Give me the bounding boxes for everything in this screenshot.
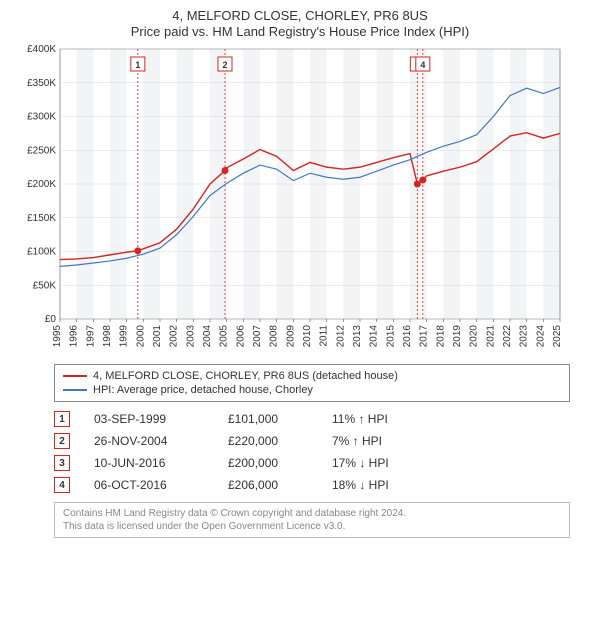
svg-text:2007: 2007 [252,325,263,348]
svg-text:2013: 2013 [352,325,363,348]
svg-text:2024: 2024 [535,325,546,348]
svg-text:2004: 2004 [202,325,213,348]
attribution-box: Contains HM Land Registry data © Crown c… [54,502,570,538]
event-row: 1 03-SEP-1999 £101,000 11% ↑ HPI [54,408,570,430]
event-row: 2 26-NOV-2004 £220,000 7% ↑ HPI [54,430,570,452]
svg-text:1999: 1999 [119,325,130,348]
event-price: £206,000 [228,478,308,492]
event-delta: 11% ↑ HPI [332,412,422,426]
svg-text:£150K: £150K [27,213,56,224]
svg-text:2025: 2025 [552,325,563,348]
attribution-line1: Contains HM Land Registry data © Crown c… [63,507,561,520]
svg-text:2023: 2023 [519,325,530,348]
svg-text:2000: 2000 [135,325,146,348]
svg-text:1: 1 [135,60,140,70]
svg-text:1997: 1997 [85,325,96,348]
svg-text:1998: 1998 [102,325,113,348]
svg-text:2011: 2011 [319,325,330,347]
sale-events-table: 1 03-SEP-1999 £101,000 11% ↑ HPI 2 26-NOV-200… [54,408,570,496]
chart-legend: 4, MELFORD CLOSE, CHORLEY, PR6 8US (deta… [54,364,570,402]
svg-text:2016: 2016 [402,325,413,348]
svg-text:2001: 2001 [152,325,163,348]
event-delta: 17% ↓ HPI [332,456,422,470]
legend-row: 4, MELFORD CLOSE, CHORLEY, PR6 8US (deta… [63,369,561,383]
event-date: 03-SEP-1999 [94,412,204,426]
svg-text:4: 4 [420,60,425,70]
svg-text:2021: 2021 [485,325,496,348]
svg-text:£350K: £350K [27,78,56,89]
svg-text:1996: 1996 [69,325,80,348]
event-date: 06-OCT-2016 [94,478,204,492]
svg-text:£100K: £100K [27,247,56,258]
chart-title-block: 4, MELFORD CLOSE, CHORLEY, PR6 8US Price… [10,8,590,39]
svg-text:1995: 1995 [52,325,63,348]
event-row: 3 10-JUN-2016 £200,000 17% ↓ HPI [54,452,570,474]
event-delta: 18% ↓ HPI [332,478,422,492]
svg-text:£0: £0 [45,314,57,325]
svg-text:2006: 2006 [235,325,246,348]
event-date: 26-NOV-2004 [94,434,204,448]
svg-text:2018: 2018 [435,325,446,348]
event-price: £220,000 [228,434,308,448]
legend-swatch [63,389,87,391]
event-number-badge: 2 [54,433,70,449]
svg-text:£300K: £300K [27,112,56,123]
event-price: £200,000 [228,456,308,470]
svg-text:2009: 2009 [285,325,296,348]
price-chart: £0 £50K £100K £150K £200K £250K £300K £350K £400… [10,43,570,353]
svg-text:£50K: £50K [33,280,57,291]
svg-text:2005: 2005 [219,325,230,348]
svg-text:2003: 2003 [185,325,196,348]
svg-text:2002: 2002 [169,325,180,348]
event-number-badge: 3 [54,455,70,471]
svg-text:£400K: £400K [27,44,56,55]
title-subtitle: Price paid vs. HM Land Registry's House … [10,24,590,39]
event-number-badge: 1 [54,411,70,427]
event-row: 4 06-OCT-2016 £206,000 18% ↓ HPI [54,474,570,496]
legend-swatch [63,375,87,377]
chart-container: £0 £50K £100K £150K £200K £250K £300K £350K £400… [10,43,590,358]
svg-text:2014: 2014 [369,325,380,348]
attribution-line2: This data is licensed under the Open Gov… [63,520,561,533]
svg-text:£250K: £250K [27,145,56,156]
event-delta: 7% ↑ HPI [332,434,422,448]
svg-text:£200K: £200K [27,179,56,190]
title-address: 4, MELFORD CLOSE, CHORLEY, PR6 8US [10,8,590,23]
legend-row: HPI: Average price, detached house, Chor… [63,383,561,397]
legend-label: 4, MELFORD CLOSE, CHORLEY, PR6 8US (deta… [93,370,398,382]
svg-text:2008: 2008 [269,325,280,348]
svg-text:2015: 2015 [385,325,396,348]
event-number-badge: 4 [54,477,70,493]
svg-text:2012: 2012 [335,325,346,348]
svg-text:2019: 2019 [452,325,463,348]
svg-text:2017: 2017 [419,325,430,348]
event-date: 10-JUN-2016 [94,456,204,470]
legend-label: HPI: Average price, detached house, Chor… [93,384,313,396]
event-price: £101,000 [228,412,308,426]
svg-text:2022: 2022 [502,325,513,348]
svg-text:2: 2 [222,60,227,70]
svg-text:2010: 2010 [302,325,313,348]
svg-text:2020: 2020 [469,325,480,348]
